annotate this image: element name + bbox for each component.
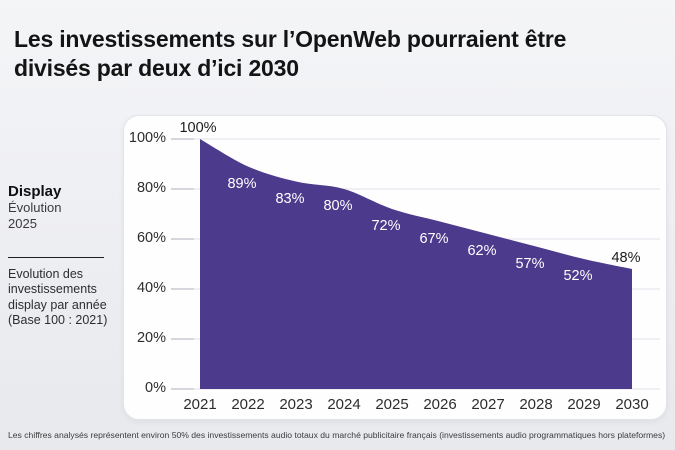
y-tick-label: 40% bbox=[136, 280, 166, 296]
side-description: Evolution des investissements display pa… bbox=[8, 267, 108, 327]
x-tick-label: 2023 bbox=[279, 396, 313, 413]
x-tick-label: 2025 bbox=[375, 396, 409, 413]
x-tick-label: 2026 bbox=[423, 396, 457, 413]
page-title-line2: divisés par deux d’ici 2030 bbox=[14, 54, 299, 81]
y-tick-label: 0% bbox=[145, 380, 166, 396]
data-point-label: 89% bbox=[227, 175, 257, 192]
x-tick-label: 2021 bbox=[183, 396, 217, 413]
x-tick-label: 2028 bbox=[519, 396, 553, 413]
x-tick-label: 2029 bbox=[567, 396, 601, 413]
side-sub-label-1: Évolution bbox=[8, 200, 62, 215]
side-divider bbox=[8, 257, 104, 259]
data-point-label: 62% bbox=[467, 243, 497, 259]
area-chart bbox=[171, 138, 660, 390]
page-title: Les investissements sur l’OpenWeb pourra… bbox=[14, 25, 662, 82]
data-point-label: 52% bbox=[563, 268, 593, 284]
y-tick-label: 60% bbox=[136, 230, 166, 246]
side-metric-label: Display bbox=[8, 183, 62, 200]
data-point-label: 72% bbox=[371, 218, 401, 234]
y-tick-label: 80% bbox=[136, 180, 166, 196]
chart-side-panel: Display Évolution 2025 Evolution des inv… bbox=[8, 183, 118, 328]
data-point-label: 67% bbox=[419, 230, 449, 247]
data-point-label: 80% bbox=[323, 198, 353, 214]
x-tick-label: 2024 bbox=[327, 396, 361, 413]
y-tick-label: 100% bbox=[128, 130, 166, 146]
y-tick-label: 20% bbox=[136, 330, 166, 346]
area-series bbox=[200, 139, 632, 389]
x-tick-label: 2022 bbox=[231, 396, 265, 413]
side-sub-label-2: 2025 bbox=[8, 215, 37, 231]
data-point-label: 48% bbox=[611, 250, 641, 266]
data-point-label: 83% bbox=[275, 190, 305, 207]
footnote: Les chiffres analysés représentent envir… bbox=[8, 430, 666, 440]
data-point-label: 100% bbox=[179, 120, 217, 136]
x-tick-label: 2027 bbox=[471, 396, 505, 413]
chart-card: 100% 80% 60% 40% 20% 0% 2021 2022 2023 2024 2025 20… bbox=[123, 115, 667, 420]
x-tick-label: 2030 bbox=[615, 396, 649, 413]
page-title-line1: Les investissements sur l’OpenWeb pourra… bbox=[14, 26, 567, 53]
data-point-label: 57% bbox=[515, 255, 545, 272]
